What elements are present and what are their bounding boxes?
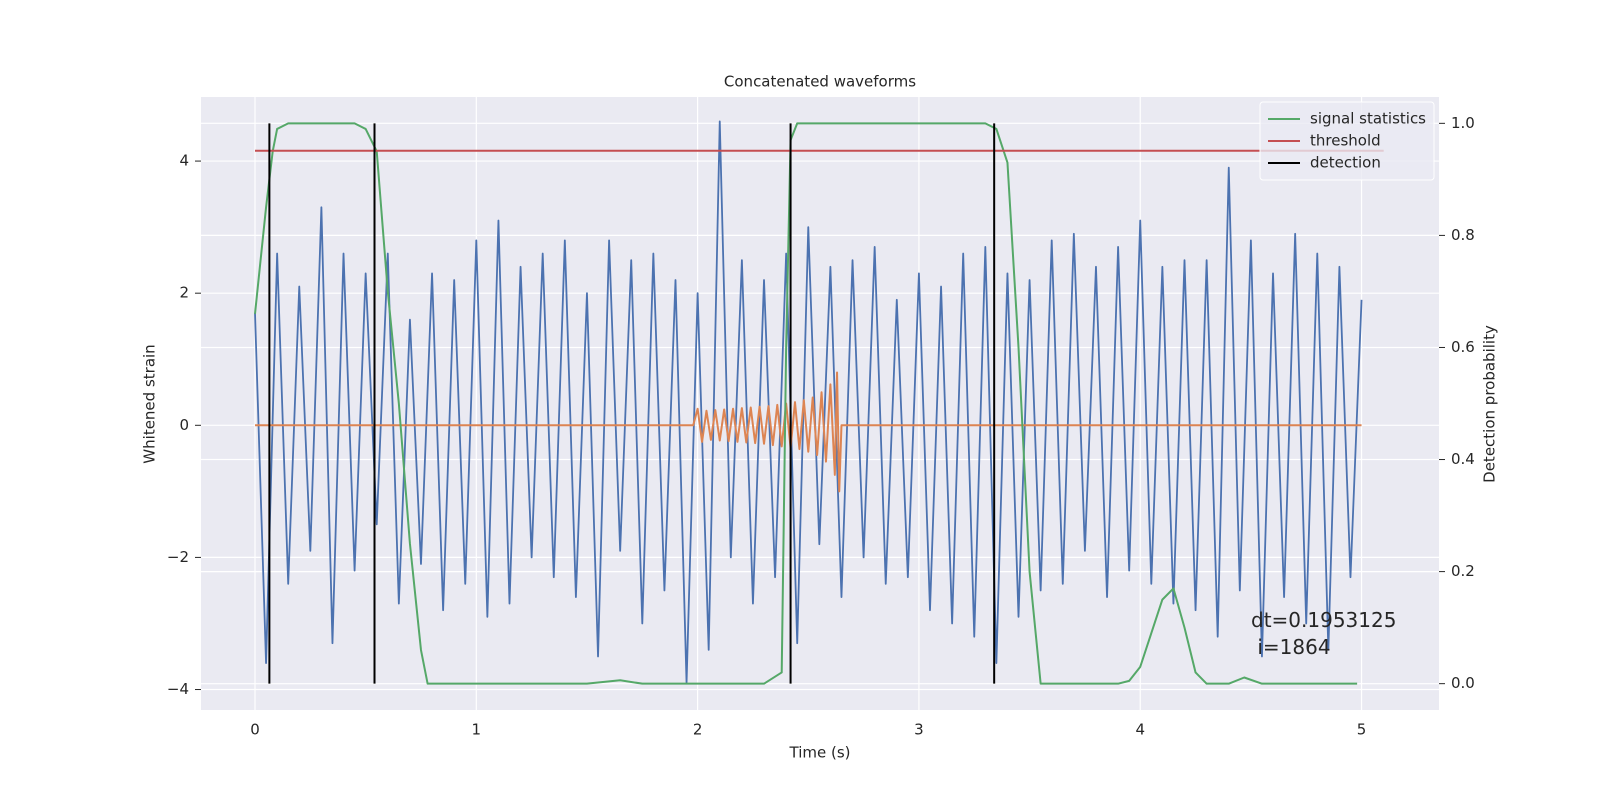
marks bbox=[254, 120, 1384, 685]
series-line bbox=[255, 371, 1362, 493]
series-line bbox=[254, 120, 1363, 684]
series-line bbox=[254, 122, 1358, 685]
legend-label: detection bbox=[1310, 154, 1381, 172]
y-tick-label: 0 bbox=[179, 416, 189, 434]
legend-box bbox=[1259, 101, 1435, 181]
legend-label: signal statistics bbox=[1310, 110, 1426, 128]
x-tick-label: 5 bbox=[1357, 721, 1367, 739]
y2-tick-label: 0.2 bbox=[1451, 562, 1475, 580]
annotation: dt=0.1953125 i=1864 bbox=[1251, 608, 1396, 659]
ticks: 0 1 2 3 4 5 −4 −2 0 2 4 0.0 0.2 0.4 0.6 0.8 1.0 bbox=[167, 114, 1475, 739]
y-tick-label: 4 bbox=[179, 152, 189, 170]
y2-tick-label: 0.0 bbox=[1451, 674, 1475, 692]
x-tick-label: 3 bbox=[914, 721, 924, 739]
y-tick-label: 2 bbox=[179, 284, 189, 302]
y2-tick-label: 0.6 bbox=[1451, 338, 1475, 356]
y2-tick-label: 0.8 bbox=[1451, 226, 1475, 244]
y2-tick-label: 1.0 bbox=[1451, 114, 1475, 132]
annotation-line: dt=0.1953125 bbox=[1251, 608, 1396, 632]
y2-tick-label: 0.4 bbox=[1451, 450, 1475, 468]
y-axis-label: Whitened strain bbox=[141, 344, 159, 463]
x-tick-label: 1 bbox=[472, 721, 482, 739]
annotation-line: i=1864 bbox=[1251, 635, 1331, 659]
y-tick-label: −2 bbox=[167, 548, 189, 566]
x-axis-label: Time (s) bbox=[789, 744, 851, 762]
x-tick-label: 2 bbox=[693, 721, 703, 739]
chart-title: Concatenated waveforms bbox=[724, 73, 916, 91]
y-tick-label: −4 bbox=[167, 680, 189, 698]
y2-axis-label: Detection probability bbox=[1481, 325, 1499, 483]
x-tick-label: 4 bbox=[1135, 721, 1145, 739]
legend-label: threshold bbox=[1310, 132, 1381, 150]
legend: signal statistics threshold detection bbox=[1259, 101, 1435, 181]
x-tick-label: 0 bbox=[250, 721, 260, 739]
